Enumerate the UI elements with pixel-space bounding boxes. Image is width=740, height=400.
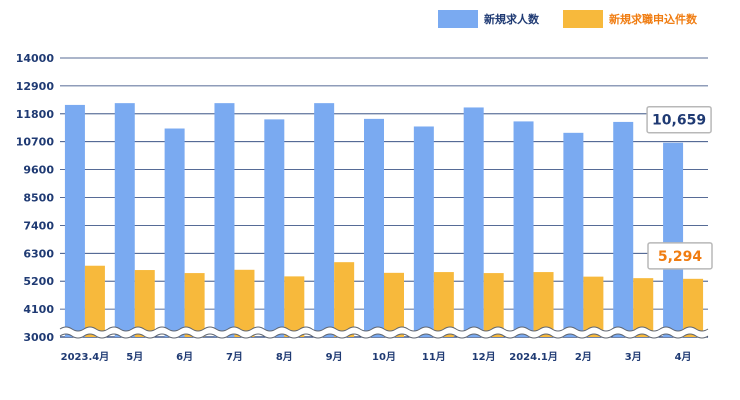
x-axis-labels: 2023.4月 5月 6月 7月 8月 9月 10月 11月 12月 2024.1月 2月 3月 4月 — [61, 351, 692, 363]
bar — [84, 265, 105, 337]
bar — [234, 269, 255, 337]
x-tick-label: 3月 — [625, 351, 642, 363]
y-tick-label: 10700 — [16, 136, 55, 149]
axis-break-line — [59, 333, 709, 339]
legend-label: 新規求人数 — [484, 12, 540, 26]
legend-swatch — [438, 10, 478, 28]
bar — [433, 272, 454, 337]
bar — [663, 142, 684, 337]
bar — [483, 273, 504, 337]
bar — [633, 278, 654, 337]
callout-box — [646, 105, 712, 134]
y-tick-label: 4100 — [23, 303, 54, 316]
bar — [214, 103, 235, 337]
axis-break-line — [59, 326, 709, 332]
y-tick-label: 9600 — [23, 164, 54, 177]
x-tick-label: 4月 — [675, 351, 692, 363]
axis-break — [59, 326, 709, 339]
axis-break-band — [60, 327, 708, 338]
bar — [583, 276, 604, 337]
y-tick-label: 7400 — [23, 219, 54, 232]
x-tick-label: 10月 — [372, 351, 396, 363]
bar — [264, 119, 285, 337]
bar — [64, 104, 85, 337]
bar — [683, 278, 704, 337]
bar — [513, 121, 534, 337]
bar — [533, 272, 554, 337]
y-tick-label: 8500 — [23, 192, 54, 205]
x-tick-label: 9月 — [326, 351, 343, 363]
bar — [364, 118, 384, 337]
x-tick-label: 2023.4月 — [61, 351, 110, 363]
bar — [314, 103, 335, 337]
bar — [413, 126, 434, 338]
callouts: 10,659 5,294 — [646, 105, 713, 270]
callout-label: 5,294 — [658, 249, 703, 265]
bar — [164, 128, 185, 337]
y-axis-ticks: 3000 4100 5200 6300 7400 8500 9600 10700 11800 12… — [16, 52, 55, 344]
x-tick-label: 8月 — [276, 351, 293, 363]
legend-swatch — [563, 10, 603, 28]
bar — [334, 262, 355, 337]
legend: 新規求人数 新規求職申込件数 — [438, 10, 698, 28]
bar — [384, 272, 404, 337]
y-tick-label: 11800 — [16, 108, 55, 121]
bar — [184, 273, 205, 337]
y-tick-label: 5200 — [23, 275, 54, 288]
callout-box — [647, 242, 713, 270]
y-tick-label: 6300 — [23, 247, 54, 260]
x-tick-label: 6月 — [176, 351, 193, 363]
bar — [114, 103, 135, 337]
x-tick-label: 11月 — [422, 351, 446, 363]
bar — [284, 276, 305, 337]
x-tick-label: 5月 — [126, 351, 143, 363]
bar — [463, 107, 484, 337]
y-tick-label: 12900 — [16, 80, 55, 93]
y-tick-label: 14000 — [16, 52, 55, 65]
callout-label: 10,659 — [652, 113, 706, 129]
x-tick-label: 2月 — [575, 351, 592, 363]
bar — [613, 121, 634, 337]
x-tick-label: 7月 — [226, 351, 243, 363]
x-tick-label: 12月 — [472, 351, 496, 363]
y-tick-label: 3000 — [23, 331, 54, 344]
legend-label: 新規求職申込件数 — [609, 12, 698, 26]
bar — [134, 270, 155, 337]
x-tick-label: 2024.1月 — [509, 351, 558, 363]
bar — [563, 132, 584, 337]
bars — [64, 103, 704, 338]
